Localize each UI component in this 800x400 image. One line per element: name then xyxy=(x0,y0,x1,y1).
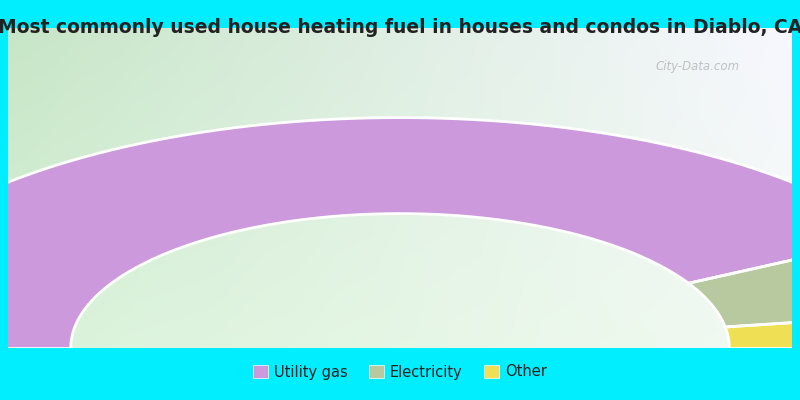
Text: Most commonly used house heating fuel in houses and condos in Diablo, CA: Most commonly used house heating fuel in… xyxy=(0,18,800,37)
Text: City-Data.com: City-Data.com xyxy=(656,60,740,73)
Polygon shape xyxy=(0,118,800,348)
Polygon shape xyxy=(726,312,800,348)
Legend: Utility gas, Electricity, Other: Utility gas, Electricity, Other xyxy=(247,359,553,385)
Polygon shape xyxy=(689,237,800,327)
